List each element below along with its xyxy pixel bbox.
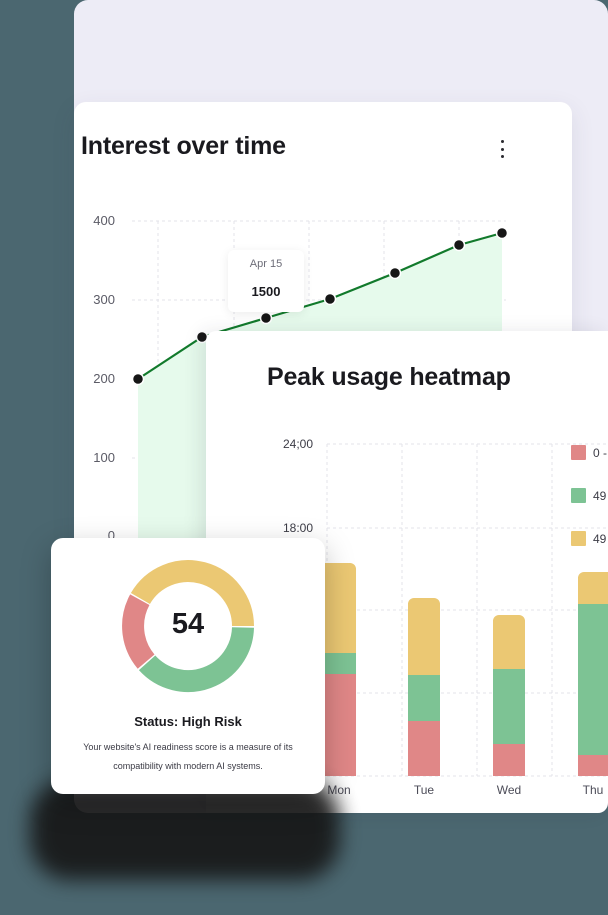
status-label: Status: High Risk	[134, 714, 242, 729]
y-tick-300: 300	[93, 292, 115, 307]
bar-wed	[493, 615, 525, 776]
x-label-mon: Mon	[327, 783, 351, 797]
legend-swatch-yellow	[571, 531, 586, 546]
ai-readiness-score-card: 54 Status: High Risk Your website's AI r…	[51, 538, 325, 794]
score-value: 54	[171, 608, 205, 640]
tooltip-value: 1500	[251, 284, 281, 299]
legend-item-yellow[interactable]: 49	[571, 531, 606, 546]
legend-label: 0 -	[593, 445, 608, 460]
y-tick-200: 200	[93, 371, 115, 386]
y-tick-400: 400	[93, 213, 115, 228]
tooltip-date: Apr 15	[249, 258, 283, 270]
y-tick-24: 24;00	[282, 437, 313, 451]
y-tick-0: 0	[107, 528, 115, 543]
legend-label: 49	[593, 531, 607, 546]
heatmap-card-title: Peak usage heatmap	[267, 363, 511, 391]
bar-tue	[408, 598, 440, 776]
x-label-tue: Tue	[413, 783, 435, 797]
y-tick-18: 18:00	[282, 521, 313, 535]
score-card-shadow	[30, 780, 340, 880]
legend-label: 49	[593, 488, 607, 503]
more-vertical-icon[interactable]	[496, 140, 508, 158]
y-tick-100: 100	[93, 450, 115, 465]
legend-swatch-green	[571, 488, 586, 503]
chart-tooltip: Apr 15 1500	[228, 250, 304, 312]
legend-swatch-red	[571, 445, 586, 460]
x-label-thu: Thu	[582, 783, 604, 797]
x-label-wed: Wed	[496, 783, 522, 797]
score-description: Your website's AI readiness score is a m…	[83, 742, 293, 771]
bar-thu	[578, 572, 608, 776]
interest-card-title: Interest over time	[81, 132, 286, 160]
legend-item-red[interactable]: 0 -	[571, 445, 607, 460]
legend-item-green[interactable]: 49	[571, 488, 606, 503]
score-donut-chart	[122, 560, 254, 693]
